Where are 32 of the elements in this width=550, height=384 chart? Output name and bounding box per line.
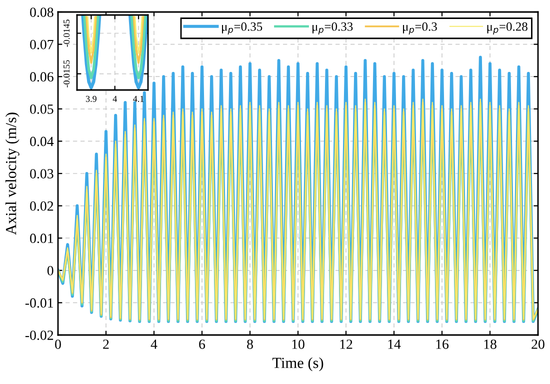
x-tick-label: 18 — [484, 340, 496, 349]
x-tick-label: 20 — [532, 340, 544, 349]
y-axis-title: Axial velocity (m/s) — [5, 112, 20, 235]
y-tick-label: 0.06 — [30, 72, 54, 82]
y-tick-label: -0.01 — [25, 298, 53, 308]
x-tick-label: 6 — [199, 340, 206, 349]
y-tick-label: -0.0155 — [64, 60, 70, 88]
x-axis-title: Time (s) — [272, 357, 324, 372]
x-tick-label: 8 — [247, 340, 253, 349]
y-tick-label: -0.0145 — [64, 20, 70, 47]
legend-label: μ$_{p}$=0.33 — [312, 22, 353, 35]
y-tick-label: 0.08 — [30, 8, 54, 18]
legend-label: μ$_{p}$=0.35 — [222, 22, 262, 35]
legend-label: μ$_{p}$=0.28 — [487, 22, 528, 35]
y-tick-label: -0.02 — [25, 330, 54, 340]
y-tick-label: 0.07 — [30, 40, 54, 50]
y-tick-label: 0 — [47, 266, 54, 276]
x-tick-label: 3.9 — [86, 96, 96, 102]
y-tick-label: 0.04 — [30, 136, 54, 146]
x-tick-label: 4 — [150, 340, 158, 349]
legend-label: μ$_{p}$=0.3 — [403, 22, 437, 35]
x-tick-label: 12 — [340, 340, 352, 349]
x-tick-label: 14 — [388, 340, 401, 349]
y-tick-label: 0.03 — [30, 169, 54, 179]
x-tick-label: 10 — [292, 340, 304, 349]
y-tick-label: 0.05 — [30, 104, 54, 114]
y-tick-label: 0.02 — [30, 201, 54, 211]
x-tick-label: 4 — [112, 96, 117, 102]
x-tick-label: 2 — [103, 340, 109, 349]
y-tick-label: 0.01 — [30, 234, 53, 244]
x-tick-label: 0 — [55, 340, 61, 349]
x-tick-label: 16 — [436, 340, 449, 349]
